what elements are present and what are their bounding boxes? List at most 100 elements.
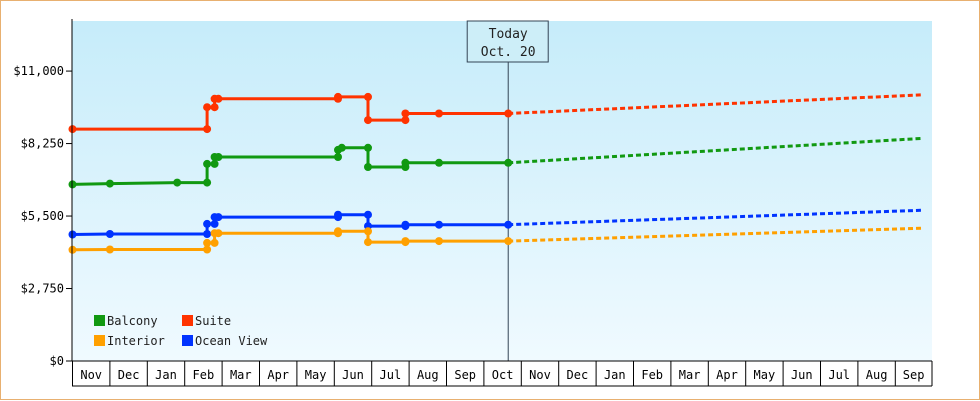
data-point: [504, 220, 513, 229]
x-tick-label: Sep: [454, 368, 476, 382]
data-point: [334, 210, 342, 219]
data-point: [504, 109, 513, 118]
data-point: [214, 153, 223, 161]
x-tick-label: Oct: [492, 368, 514, 382]
x-tick-label: Mar: [230, 368, 252, 382]
forecast-line-balcony: [508, 136, 924, 165]
legend: Balcony Suite Interior Ocean View: [94, 314, 268, 348]
data-point: [203, 219, 212, 228]
series-suite: [68, 92, 924, 134]
legend-label: Balcony: [107, 314, 158, 328]
x-tick-label: Apr: [716, 368, 738, 382]
data-point: [210, 103, 219, 112]
data-point: [401, 109, 410, 118]
data-point: [364, 227, 372, 236]
legend-swatch: [182, 315, 193, 326]
legend-item-ocean-view: Ocean View: [182, 334, 268, 348]
y-tick-label: $2,750: [21, 282, 64, 296]
data-point: [203, 238, 212, 247]
legend-item-interior: Interior: [94, 334, 165, 348]
today-marker: Today Oct. 20: [466, 20, 549, 361]
x-tick-label: Feb: [641, 368, 663, 382]
plot-background: [72, 21, 932, 361]
data-point: [364, 143, 372, 152]
data-point: [334, 227, 342, 236]
data-point: [203, 245, 212, 254]
data-point: [504, 158, 513, 167]
data-point: [203, 178, 212, 187]
x-tick-label: Jul: [828, 368, 850, 382]
data-point: [435, 158, 443, 167]
x-tick-label: Jun: [342, 368, 364, 382]
legend-swatch: [182, 335, 193, 346]
data-point: [435, 109, 443, 118]
data-point: [364, 92, 372, 101]
data-point: [214, 213, 223, 222]
data-point: [337, 143, 346, 152]
data-point: [173, 178, 182, 187]
data-point: [105, 230, 114, 238]
today-box: [466, 20, 549, 63]
legend-swatch: [94, 315, 105, 326]
series-interior: [68, 226, 924, 254]
x-axis-band: [72, 362, 932, 386]
x-tick-label: Apr: [267, 368, 289, 382]
forecast-line-interior: [508, 226, 924, 243]
x-tick-label: Feb: [193, 368, 215, 382]
y-tick-label: $5,500: [21, 209, 64, 223]
data-point: [203, 125, 212, 134]
today-date: Oct. 20: [481, 45, 536, 60]
series-balcony: [68, 136, 924, 189]
legend-label: Interior: [107, 334, 165, 348]
data-point: [334, 92, 342, 101]
x-tick-label: Jun: [791, 368, 813, 382]
data-point: [364, 163, 372, 171]
data-point: [364, 116, 372, 125]
x-tick-label: Aug: [417, 368, 439, 382]
x-tick-label: Sep: [903, 368, 925, 382]
x-tick-label: Aug: [866, 368, 888, 382]
x-tick-label: May: [305, 368, 327, 382]
legend-item-balcony: Balcony: [94, 314, 158, 328]
forecast-line-ocean-view: [508, 208, 924, 227]
x-tick-label: May: [754, 368, 776, 382]
data-point: [214, 94, 223, 103]
x-tick-label: Mar: [679, 368, 701, 382]
x-tick-label: Nov: [529, 368, 551, 382]
y-tick-label: $11,000: [13, 64, 64, 78]
data-point: [435, 237, 443, 246]
data-point: [401, 237, 410, 246]
data-point: [504, 237, 513, 246]
forecast-line-suite: [508, 93, 924, 115]
data-point: [210, 219, 219, 228]
today-label: Today: [489, 27, 528, 42]
series-layer: [68, 92, 924, 254]
legend-swatch: [94, 335, 105, 346]
legend-label: Suite: [195, 314, 231, 328]
data-point: [334, 153, 342, 161]
data-point: [364, 238, 372, 247]
data-point: [401, 158, 410, 167]
x-tick-label: Dec: [567, 368, 589, 382]
series-ocean-view: [68, 208, 924, 239]
data-point: [105, 179, 114, 188]
data-point: [364, 210, 372, 219]
x-tick-label: Dec: [118, 368, 140, 382]
data-point: [401, 220, 410, 229]
x-tick-label: Jul: [380, 368, 402, 382]
y-tick-label: $8,250: [21, 137, 64, 151]
x-tick-label: Nov: [80, 368, 102, 382]
data-point: [105, 245, 114, 254]
legend-label: Ocean View: [195, 334, 268, 348]
x-tick-label: Jan: [155, 368, 177, 382]
data-point: [210, 159, 219, 168]
data-point: [203, 159, 212, 168]
x-tick-label: Jan: [604, 368, 626, 382]
data-point: [203, 103, 212, 112]
data-point: [214, 229, 223, 238]
data-point: [401, 116, 410, 125]
data-point: [203, 230, 212, 238]
legend-item-suite: Suite: [182, 314, 231, 328]
